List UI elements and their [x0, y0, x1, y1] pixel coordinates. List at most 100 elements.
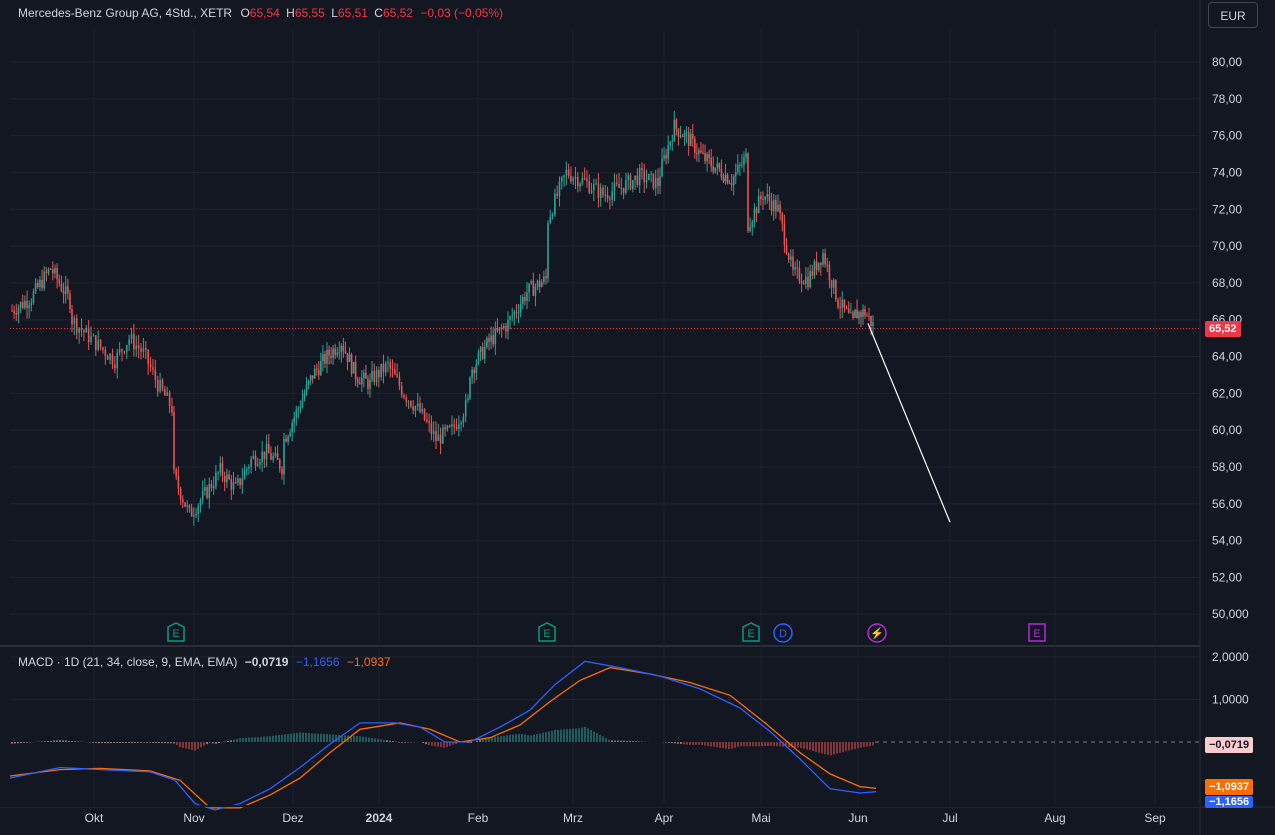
projection-line [867, 323, 951, 523]
candle-body [338, 352, 341, 354]
candle-body [295, 409, 298, 418]
candle-body [87, 327, 90, 343]
candle-body [363, 372, 365, 378]
candle-body [15, 313, 18, 315]
macd-tick-label: 2,0000 [1212, 650, 1249, 664]
candle-body [125, 345, 128, 353]
candle-body [841, 299, 844, 309]
candle-body [532, 281, 535, 296]
symbol-title[interactable]: Mercedes-Benz Group AG, 4Std., XETR [18, 6, 233, 20]
pane-separator [0, 645, 1200, 647]
high-label: H [286, 6, 295, 20]
candle-body [389, 362, 392, 369]
candle-body [560, 177, 563, 182]
candle-body [671, 141, 674, 143]
candle-body [779, 204, 781, 214]
candle-body [152, 367, 154, 370]
candle-body [790, 256, 792, 260]
candle-body [193, 515, 195, 517]
candle-body [696, 153, 698, 155]
candle-body [536, 280, 539, 287]
candle-body [556, 193, 558, 196]
candle-body [287, 436, 289, 442]
candle-body [868, 315, 870, 317]
candle-body [706, 154, 708, 162]
candle-body [615, 182, 618, 184]
candle-body [732, 176, 735, 185]
candle-body [657, 178, 659, 186]
candle-body [747, 153, 749, 231]
candle-body [293, 417, 296, 423]
candle-body [47, 268, 50, 273]
candle-body [58, 279, 61, 284]
candle-body [611, 191, 613, 200]
candle-body [95, 335, 97, 350]
candle-body [375, 369, 378, 383]
candle-body [303, 393, 306, 400]
candle-body [734, 172, 737, 177]
candle-body [507, 319, 509, 332]
candle-body [870, 316, 872, 326]
candle-body [475, 363, 478, 373]
candle-body [749, 227, 751, 231]
event-marker-shape [1028, 623, 1046, 642]
earnings-event-marker: E [167, 622, 185, 642]
trend-line-drawing[interactable] [867, 323, 951, 523]
candle-body [307, 380, 310, 385]
candle-body [49, 268, 52, 270]
candle-body [515, 311, 518, 313]
candle-body [638, 168, 641, 186]
candle-body [574, 176, 577, 179]
macd-line-tag: −1,1656 [1205, 796, 1254, 808]
candle-body [206, 487, 208, 498]
candle-body [691, 133, 694, 139]
candle-body [332, 348, 334, 358]
candle-body [850, 312, 852, 314]
time-axis[interactable]: Okt Nov Dez 2024 Feb Mrz Apr Mai Jun Jul Aug Sep [85, 811, 1166, 825]
candle-body [54, 267, 56, 274]
candle-body [226, 474, 228, 483]
candle-body [704, 153, 706, 162]
candle-body [526, 292, 528, 301]
candle-body [164, 389, 166, 396]
candle-body [230, 479, 233, 490]
candle-body [285, 438, 287, 442]
macd-hist-tag: −0,0719 [1205, 737, 1254, 753]
candle-body [123, 351, 126, 353]
candle-body [43, 271, 46, 289]
price-tick-label: 76,00 [1212, 129, 1242, 143]
macd-indicator-name[interactable]: MACD · 1D (21, 34, close, 9, EMA, EMA) [18, 655, 238, 669]
candle-body [737, 164, 739, 173]
candle-body [378, 369, 380, 378]
time-tick-label: 2024 [366, 811, 393, 825]
candle-body [540, 282, 543, 287]
candle-body [785, 244, 788, 254]
candle-body [714, 167, 717, 172]
candle-body [188, 505, 191, 509]
candle-body [519, 304, 522, 313]
time-tick-label: Jun [848, 811, 867, 825]
candle-body [604, 194, 607, 196]
candle-body [579, 183, 581, 187]
candle-body [694, 138, 696, 154]
candle-body [387, 362, 389, 364]
candle-body [432, 431, 435, 434]
candle-body [685, 132, 688, 134]
candle-body [354, 361, 357, 380]
currency-button[interactable]: EUR [1208, 2, 1258, 28]
candle-body [78, 328, 80, 333]
last-price-tag: 65,52 [1205, 320, 1241, 337]
candle-body [147, 349, 149, 365]
price-axis[interactable]: 50,000 52,00 54,00 56,00 58,00 60,00 62,00 64,0… [1212, 55, 1249, 621]
event-marker-label: E [747, 628, 754, 640]
change-value: −0,03 (−0,05%) [420, 6, 504, 20]
price-tick-label: 52,00 [1212, 570, 1242, 584]
candle-body [661, 158, 663, 177]
candle-body [281, 469, 283, 475]
candle-body [530, 281, 533, 284]
candle-body [24, 300, 26, 308]
candle-body [315, 368, 318, 370]
candle-body [741, 164, 743, 166]
candle-body [358, 382, 361, 385]
